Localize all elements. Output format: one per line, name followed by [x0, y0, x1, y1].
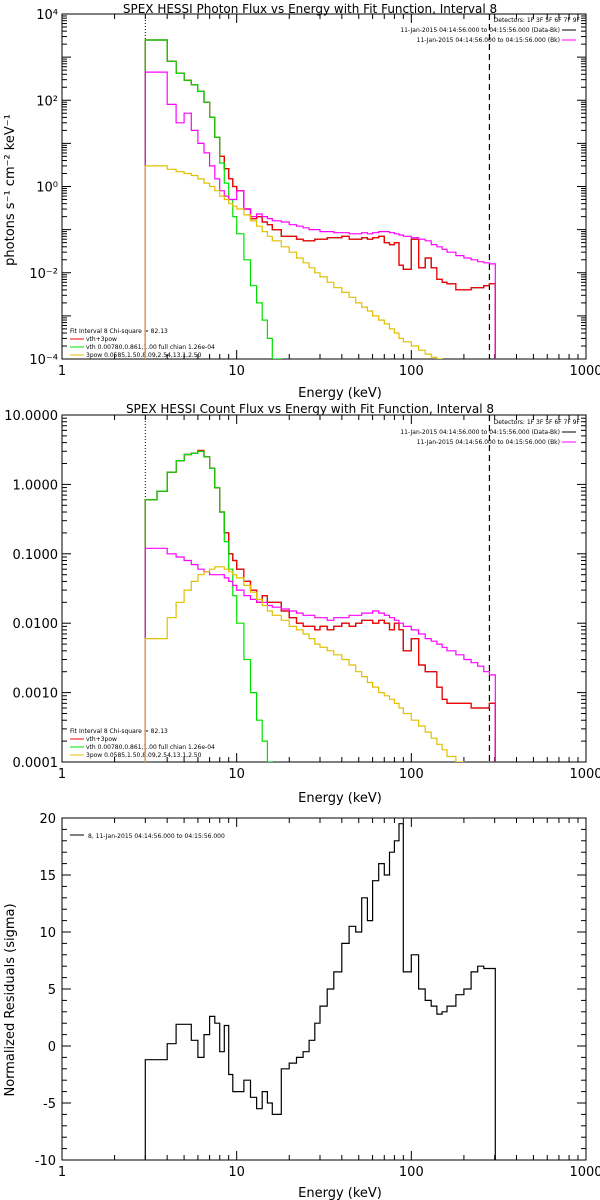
x-tick-label: 10	[228, 1165, 245, 1180]
x-tick-label: 1	[58, 1165, 66, 1180]
series-bkg	[144, 71, 496, 359]
legend-data-bk-2: 11-Jan-2015 04:14:56.000 to 04:15:56.000…	[400, 429, 560, 436]
residuals-panel: Energy (keV) Normalized Residuals (sigma…	[3, 812, 600, 1200]
x-tick-label: 1	[58, 767, 66, 782]
photon-flux-xlabel: Energy (keV)	[298, 386, 382, 401]
series-fit	[144, 449, 496, 762]
y-tick-label: 10⁻⁴	[29, 353, 58, 368]
count-flux-legend-top: Detectors: 1F 3F 5F 6F 7F 9F 11-Jan-2015…	[400, 419, 580, 446]
series-group	[144, 823, 496, 1160]
series-group	[144, 39, 496, 359]
series-pow	[144, 165, 443, 359]
residuals-legend: 8, 11-Jan-2015 04:14:56.000 to 04:15:56.…	[88, 833, 225, 840]
y-tick-label: 10²	[36, 94, 58, 109]
y-tick-label: 0	[48, 1040, 56, 1055]
x-tick-label: 10	[228, 364, 245, 379]
y-tick-label: 10⁻²	[29, 267, 58, 282]
x-tick-label: 1000	[569, 1165, 600, 1180]
y-tick-label: 5	[48, 983, 56, 998]
y-tick-label: 0.0001	[13, 756, 59, 771]
y-tick-label: 10⁰	[36, 181, 58, 196]
legend-detectors: Detectors: 1F 3F 5F 6F 7F 9F	[494, 17, 581, 24]
x-tick-label: 10	[228, 767, 245, 782]
y-tick-label: 10⁴	[36, 8, 58, 23]
legend-vth3pow: vth+3pow	[86, 336, 117, 343]
legend-bk-2: 11-Jan-2015 04:14:56.000 to 04:15:56.000…	[417, 439, 560, 446]
y-tick-label: -5	[43, 1097, 56, 1112]
count-flux-panel: SPEX HESSI Count Flux vs Energy with Fit…	[4, 402, 600, 806]
x-tick-label: 100	[399, 1165, 424, 1180]
y-tick-label: 10	[39, 926, 56, 941]
count-flux-title: SPEX HESSI Count Flux vs Energy with Fit…	[126, 402, 494, 416]
series-vth	[144, 450, 273, 762]
photon-flux-ylabel: photons s⁻¹ cm⁻² keV⁻¹	[3, 114, 18, 266]
series-vth	[144, 39, 282, 359]
legend-3pow: 3pow 0.0585,1.50,8.09,2.54,13.1,2.50	[86, 352, 202, 359]
series-pow	[144, 566, 465, 762]
series-group	[144, 449, 496, 762]
legend-detectors-2: Detectors: 1F 3F 5F 6F 7F 9F	[494, 419, 581, 426]
y-tick-label: -10	[35, 1154, 56, 1169]
plot-frame	[61, 13, 587, 360]
legend-bk: 11-Jan-2015 04:14:56.000 to 04:15:56.000…	[417, 37, 560, 44]
count-flux-xlabel: Energy (keV)	[298, 791, 382, 806]
photon-flux-legend-bottom: Fit Interval 8 Chi-square = 82.13 vth+3p…	[70, 328, 215, 359]
y-tick-label: 10.0000	[4, 409, 58, 424]
photon-flux-legend-top: Detectors: 1F 3F 5F 6F 7F 9F 11-Jan-2015…	[400, 17, 580, 44]
photon-flux-title: SPEX HESSI Photon Flux vs Energy with Fi…	[123, 2, 497, 16]
legend-vth-2: vth 0.00780,0.861,1.00 full chian 1.26e-…	[86, 744, 215, 751]
y-tick-label: 20	[39, 812, 56, 827]
series-data	[144, 823, 496, 1160]
series-bkg	[144, 547, 496, 762]
y-tick-label: 0.0100	[13, 617, 59, 632]
y-tick-label: 1.0000	[13, 478, 59, 493]
legend-3pow-2: 3pow 0.0585,1.50,8.09,2.54,13.1,2.50	[86, 752, 202, 759]
series-total	[144, 450, 496, 762]
x-tick-label: 1000	[569, 364, 600, 379]
legend-vth3pow-2: vth+3pow	[86, 736, 117, 743]
y-tick-label: 0.0010	[13, 687, 59, 702]
y-tick-label: 15	[39, 869, 56, 884]
x-tick-label: 100	[399, 767, 424, 782]
plot-frame	[61, 414, 587, 763]
residuals-ylabel: Normalized Residuals (sigma)	[3, 903, 18, 1096]
x-tick-label: 1000	[569, 767, 600, 782]
photon-flux-panel: SPEX HESSI Photon Flux vs Energy with Fi…	[3, 2, 600, 401]
legend-data-bk: 11-Jan-2015 04:14:56.000 to 04:15:56.000…	[400, 27, 560, 34]
count-flux-legend-bottom: Fit Interval 8 Chi-square = 82.13 vth+3p…	[70, 728, 215, 759]
x-tick-label: 1	[58, 364, 66, 379]
legend-fit-interval-2: Fit Interval 8 Chi-square = 82.13	[70, 728, 168, 735]
x-tick-label: 100	[399, 364, 424, 379]
residuals-xlabel: Energy (keV)	[298, 1186, 382, 1200]
plot-frame	[61, 817, 587, 1161]
legend-fit-interval: Fit Interval 8 Chi-square = 82.13	[70, 328, 168, 335]
legend-vth: vth 0.00780,0.861,1.00 full chian 1.26e-…	[86, 344, 215, 351]
y-tick-label: 0.1000	[13, 548, 59, 563]
